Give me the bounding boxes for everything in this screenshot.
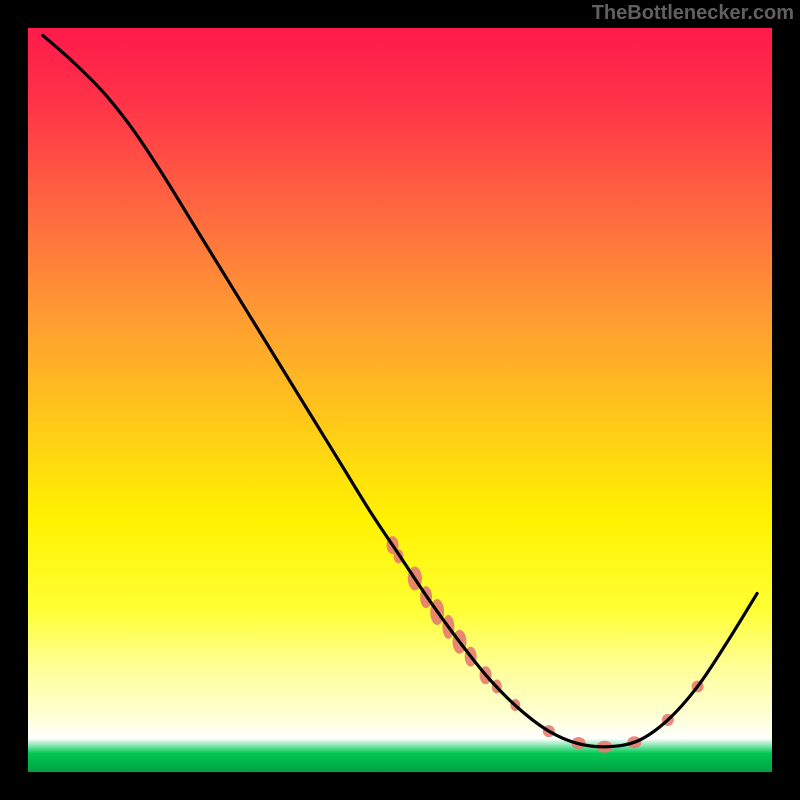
plot-svg [28, 28, 772, 772]
chart-container: TheBottlenecker.com [0, 0, 800, 800]
watermark-text: TheBottlenecker.com [592, 2, 794, 25]
plot-area [28, 28, 772, 772]
